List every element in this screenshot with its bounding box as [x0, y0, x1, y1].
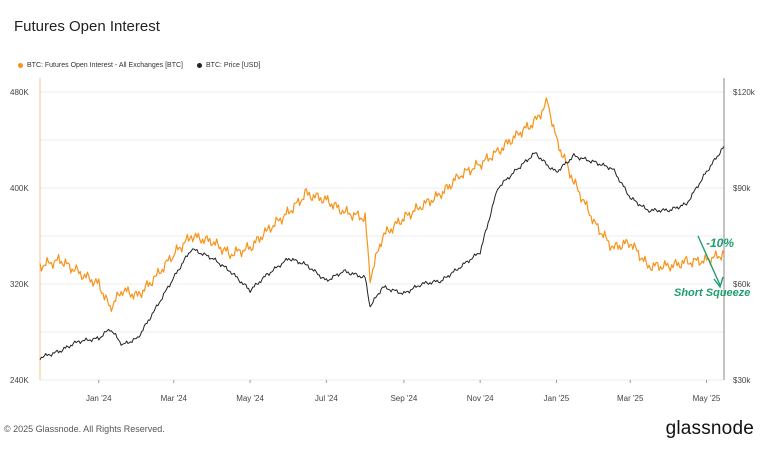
y-left-tick-label: 240K: [10, 376, 29, 385]
legend-label-price: BTC: Price [USD]: [206, 62, 261, 69]
chart-annotations: -10% Short Squeeze: [674, 235, 750, 299]
x-tick-label: Sep '24: [390, 394, 417, 403]
x-tick-label: Nov '24: [467, 394, 494, 403]
y-left-tick-label: 480K: [10, 88, 29, 97]
annotation-drop-pct: -10%: [706, 236, 734, 250]
x-tick-label: Jan '25: [544, 394, 570, 403]
chart-plot[interactable]: 240K 320K 400K 480K $30k $60k $90k $120k Jan '24…: [0, 0, 768, 410]
legend-item-price[interactable]: BTC: Price [USD]: [197, 62, 260, 69]
x-tick-label: Jan '24: [86, 394, 112, 403]
y-right-tick-label: $60k: [733, 280, 751, 289]
series-line-price: [39, 146, 725, 361]
y-right-tick-label: $120k: [733, 88, 756, 97]
x-tick-label: May '25: [693, 394, 721, 403]
brand-logo[interactable]: glassnode: [665, 418, 754, 439]
chart-series: [39, 97, 725, 361]
y-right-tick-label: $90k: [733, 184, 751, 193]
legend-swatch-open-interest: [18, 63, 23, 68]
y-left-tick-label: 400K: [10, 184, 29, 193]
copyright-footer: © 2025 Glassnode. All Rights Reserved.: [4, 424, 165, 434]
annotation-arrowhead: [713, 276, 724, 289]
y-left-tick-label: 320K: [10, 280, 29, 289]
legend-swatch-price: [197, 63, 203, 68]
x-tick-label: Mar '24: [161, 394, 188, 403]
chart-grid: [40, 91, 724, 381]
chart-legend: BTC: Futures Open Interest - All Exchang…: [18, 62, 260, 69]
annotation-short-squeeze: Short Squeeze: [674, 287, 750, 299]
legend-item-open-interest[interactable]: BTC: Futures Open Interest - All Exchang…: [18, 62, 183, 69]
chart-axes: 240K 320K 400K 480K $30k $60k $90k $120k Jan '24…: [10, 78, 756, 403]
x-tick-label: Jul '24: [315, 394, 338, 403]
annotation-arrow: [697, 235, 721, 286]
x-tick-label: Mar '25: [617, 394, 644, 403]
legend-label-open-interest: BTC: Futures Open Interest - All Exchang…: [27, 62, 184, 69]
y-right-tick-label: $30k: [733, 376, 751, 385]
x-tick-label: May '24: [236, 394, 264, 403]
series-line-open-interest: [39, 97, 725, 312]
chart-title: Futures Open Interest: [14, 18, 160, 35]
